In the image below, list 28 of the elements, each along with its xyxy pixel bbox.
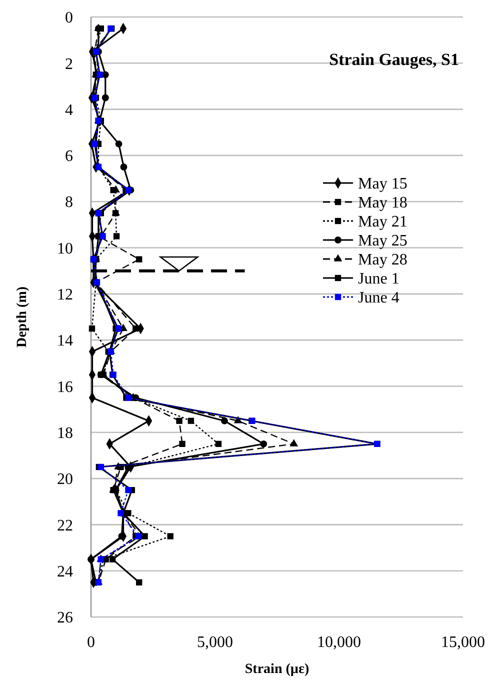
y-tick-label: 22: [57, 517, 73, 534]
y-tick-label: 18: [57, 424, 73, 442]
legend-label: June 1: [358, 270, 400, 288]
y-tick-label: 16: [57, 378, 73, 396]
y-tick-label: 14: [57, 332, 73, 350]
x-axis-title: Strain (µɛ): [244, 662, 310, 677]
legend-label: May 18: [358, 194, 408, 212]
y-tick-label: 12: [57, 286, 73, 304]
legend-label: June 4: [358, 290, 400, 307]
legend-label: May 15: [358, 176, 408, 193]
y-tick-label: 8: [65, 194, 73, 212]
legend-label: May 21: [358, 214, 408, 231]
x-tick-label: 15,000: [441, 634, 485, 651]
y-tick-label: 10: [57, 240, 73, 258]
legend-label: May 25: [358, 232, 408, 250]
x-tick-label: 0: [87, 634, 95, 651]
text: Strain Gauges, S1: [329, 50, 459, 69]
x-tick-label: 10,000: [317, 634, 361, 651]
y-tick-label: 20: [57, 471, 73, 488]
y-tick-label: 6: [65, 148, 73, 166]
y-tick-label: 4: [65, 102, 73, 119]
y-axis-title: Depth (m): [15, 286, 30, 348]
x-tick-label: 5,000: [197, 634, 233, 651]
y-tick-label: 2: [65, 56, 73, 73]
y-tick-label: 24: [57, 563, 73, 580]
legend-label: May 28: [358, 252, 408, 269]
y-tick-label: 26: [57, 610, 73, 627]
y-tick-label: 0: [65, 10, 73, 27]
